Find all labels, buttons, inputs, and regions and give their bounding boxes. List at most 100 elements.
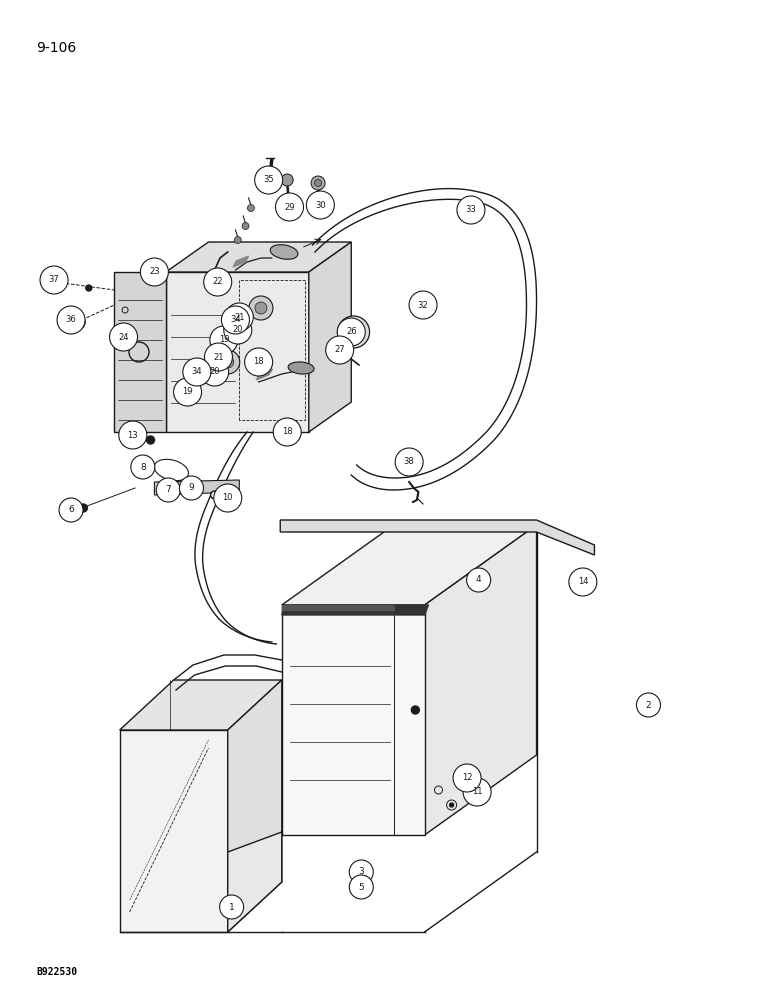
Text: 37: 37 bbox=[49, 275, 59, 284]
Text: 23: 23 bbox=[149, 267, 160, 276]
Circle shape bbox=[281, 174, 293, 186]
Polygon shape bbox=[120, 730, 228, 932]
Circle shape bbox=[569, 568, 597, 596]
Text: 35: 35 bbox=[263, 176, 274, 184]
Circle shape bbox=[201, 376, 208, 383]
Circle shape bbox=[463, 778, 491, 806]
Circle shape bbox=[311, 176, 325, 190]
Text: 20: 20 bbox=[232, 326, 243, 334]
Circle shape bbox=[117, 340, 122, 346]
Polygon shape bbox=[120, 680, 282, 730]
Circle shape bbox=[349, 860, 374, 884]
Circle shape bbox=[457, 196, 485, 224]
Text: 19: 19 bbox=[218, 336, 229, 344]
Text: 22: 22 bbox=[212, 277, 223, 286]
Circle shape bbox=[156, 478, 181, 502]
Circle shape bbox=[222, 356, 234, 368]
Text: 14: 14 bbox=[577, 578, 588, 586]
Circle shape bbox=[141, 258, 168, 286]
Polygon shape bbox=[166, 272, 309, 432]
Circle shape bbox=[326, 336, 354, 364]
Polygon shape bbox=[309, 242, 351, 432]
Circle shape bbox=[57, 306, 85, 334]
Circle shape bbox=[222, 306, 249, 334]
Text: 26: 26 bbox=[346, 328, 357, 336]
Circle shape bbox=[247, 205, 255, 212]
Circle shape bbox=[219, 895, 244, 919]
Text: 13: 13 bbox=[127, 430, 138, 440]
Circle shape bbox=[242, 223, 249, 230]
Circle shape bbox=[395, 448, 423, 476]
Circle shape bbox=[201, 358, 229, 386]
Text: 18: 18 bbox=[253, 358, 264, 366]
Polygon shape bbox=[114, 272, 166, 432]
Circle shape bbox=[453, 764, 481, 792]
Text: 27: 27 bbox=[334, 346, 345, 355]
Text: 21: 21 bbox=[213, 353, 224, 361]
Text: B922530: B922530 bbox=[36, 967, 77, 977]
Text: 9: 9 bbox=[188, 484, 195, 492]
Text: 6: 6 bbox=[68, 506, 74, 514]
Circle shape bbox=[346, 324, 361, 340]
Text: 11: 11 bbox=[472, 788, 482, 796]
Circle shape bbox=[636, 693, 661, 717]
Polygon shape bbox=[233, 256, 249, 267]
Polygon shape bbox=[282, 605, 394, 610]
Text: 21: 21 bbox=[234, 312, 245, 322]
Text: 8: 8 bbox=[140, 462, 146, 472]
Circle shape bbox=[210, 326, 238, 354]
Circle shape bbox=[179, 476, 204, 500]
Circle shape bbox=[276, 193, 303, 221]
Circle shape bbox=[314, 180, 322, 186]
Circle shape bbox=[204, 268, 232, 296]
Polygon shape bbox=[282, 525, 537, 605]
Circle shape bbox=[215, 350, 240, 374]
Text: 32: 32 bbox=[418, 300, 428, 310]
Circle shape bbox=[80, 504, 87, 512]
Text: 3: 3 bbox=[358, 867, 364, 876]
Circle shape bbox=[306, 191, 334, 219]
Ellipse shape bbox=[270, 245, 298, 259]
Text: 1: 1 bbox=[229, 902, 235, 912]
Circle shape bbox=[216, 352, 224, 359]
Text: 4: 4 bbox=[476, 576, 482, 584]
Circle shape bbox=[86, 285, 92, 291]
Circle shape bbox=[211, 491, 218, 499]
Polygon shape bbox=[228, 832, 282, 932]
Circle shape bbox=[337, 318, 365, 346]
Polygon shape bbox=[282, 605, 425, 835]
Circle shape bbox=[234, 236, 242, 243]
Circle shape bbox=[273, 418, 301, 446]
Circle shape bbox=[466, 568, 491, 592]
Circle shape bbox=[349, 875, 374, 899]
Text: 18: 18 bbox=[282, 428, 293, 436]
Text: 24: 24 bbox=[118, 332, 129, 342]
Circle shape bbox=[337, 316, 370, 348]
Polygon shape bbox=[166, 242, 351, 272]
Circle shape bbox=[174, 378, 201, 406]
Polygon shape bbox=[256, 369, 273, 380]
Text: 20: 20 bbox=[209, 367, 220, 376]
Circle shape bbox=[411, 706, 419, 714]
Ellipse shape bbox=[288, 362, 314, 374]
Text: 19: 19 bbox=[182, 387, 193, 396]
Circle shape bbox=[449, 803, 454, 807]
Text: 36: 36 bbox=[66, 316, 76, 324]
Circle shape bbox=[208, 366, 216, 373]
Circle shape bbox=[40, 266, 68, 294]
Text: 12: 12 bbox=[462, 774, 472, 782]
Circle shape bbox=[224, 316, 252, 344]
Text: 7: 7 bbox=[165, 486, 171, 494]
Text: 34: 34 bbox=[230, 316, 241, 324]
Polygon shape bbox=[228, 680, 282, 932]
Text: 29: 29 bbox=[284, 202, 295, 212]
Circle shape bbox=[110, 323, 137, 351]
Polygon shape bbox=[282, 605, 428, 615]
Circle shape bbox=[205, 343, 232, 371]
Circle shape bbox=[249, 296, 273, 320]
Circle shape bbox=[119, 421, 147, 449]
Polygon shape bbox=[280, 520, 594, 555]
Text: 30: 30 bbox=[315, 200, 326, 210]
Text: 10: 10 bbox=[222, 493, 233, 502]
Circle shape bbox=[214, 484, 242, 512]
